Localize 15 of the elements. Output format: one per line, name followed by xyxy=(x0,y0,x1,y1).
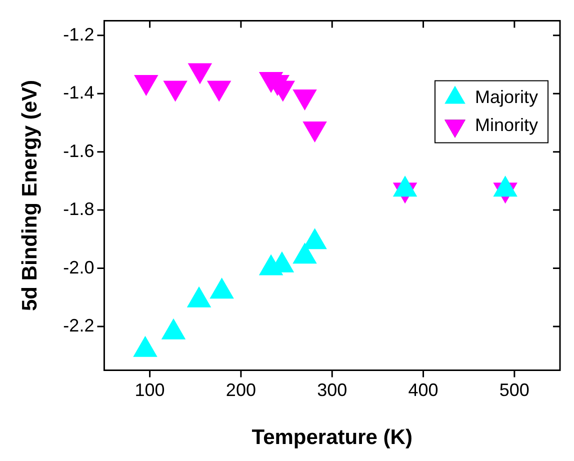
y-tick-label: -2.0 xyxy=(63,257,94,278)
y-tick-label: -1.4 xyxy=(63,82,94,103)
x-axis-title: Temperature (K) xyxy=(252,426,412,450)
y-tick-label: -2.2 xyxy=(63,315,94,336)
x-tick-label: 100 xyxy=(134,380,165,400)
x-tick-label: 300 xyxy=(317,380,348,400)
x-tick-label: 200 xyxy=(226,380,256,400)
x-tick-label: 500 xyxy=(499,380,530,400)
y-tick-label: -1.6 xyxy=(63,140,94,161)
y-tick-label: -1.8 xyxy=(63,199,94,220)
legend-label: Minority xyxy=(474,114,538,135)
y-axis-title: 5d Binding Energy (eV) xyxy=(18,80,42,312)
y-tick-label: -1.2 xyxy=(63,24,94,44)
legend-label: Majority xyxy=(474,86,538,107)
x-tick-label: 400 xyxy=(408,380,438,400)
